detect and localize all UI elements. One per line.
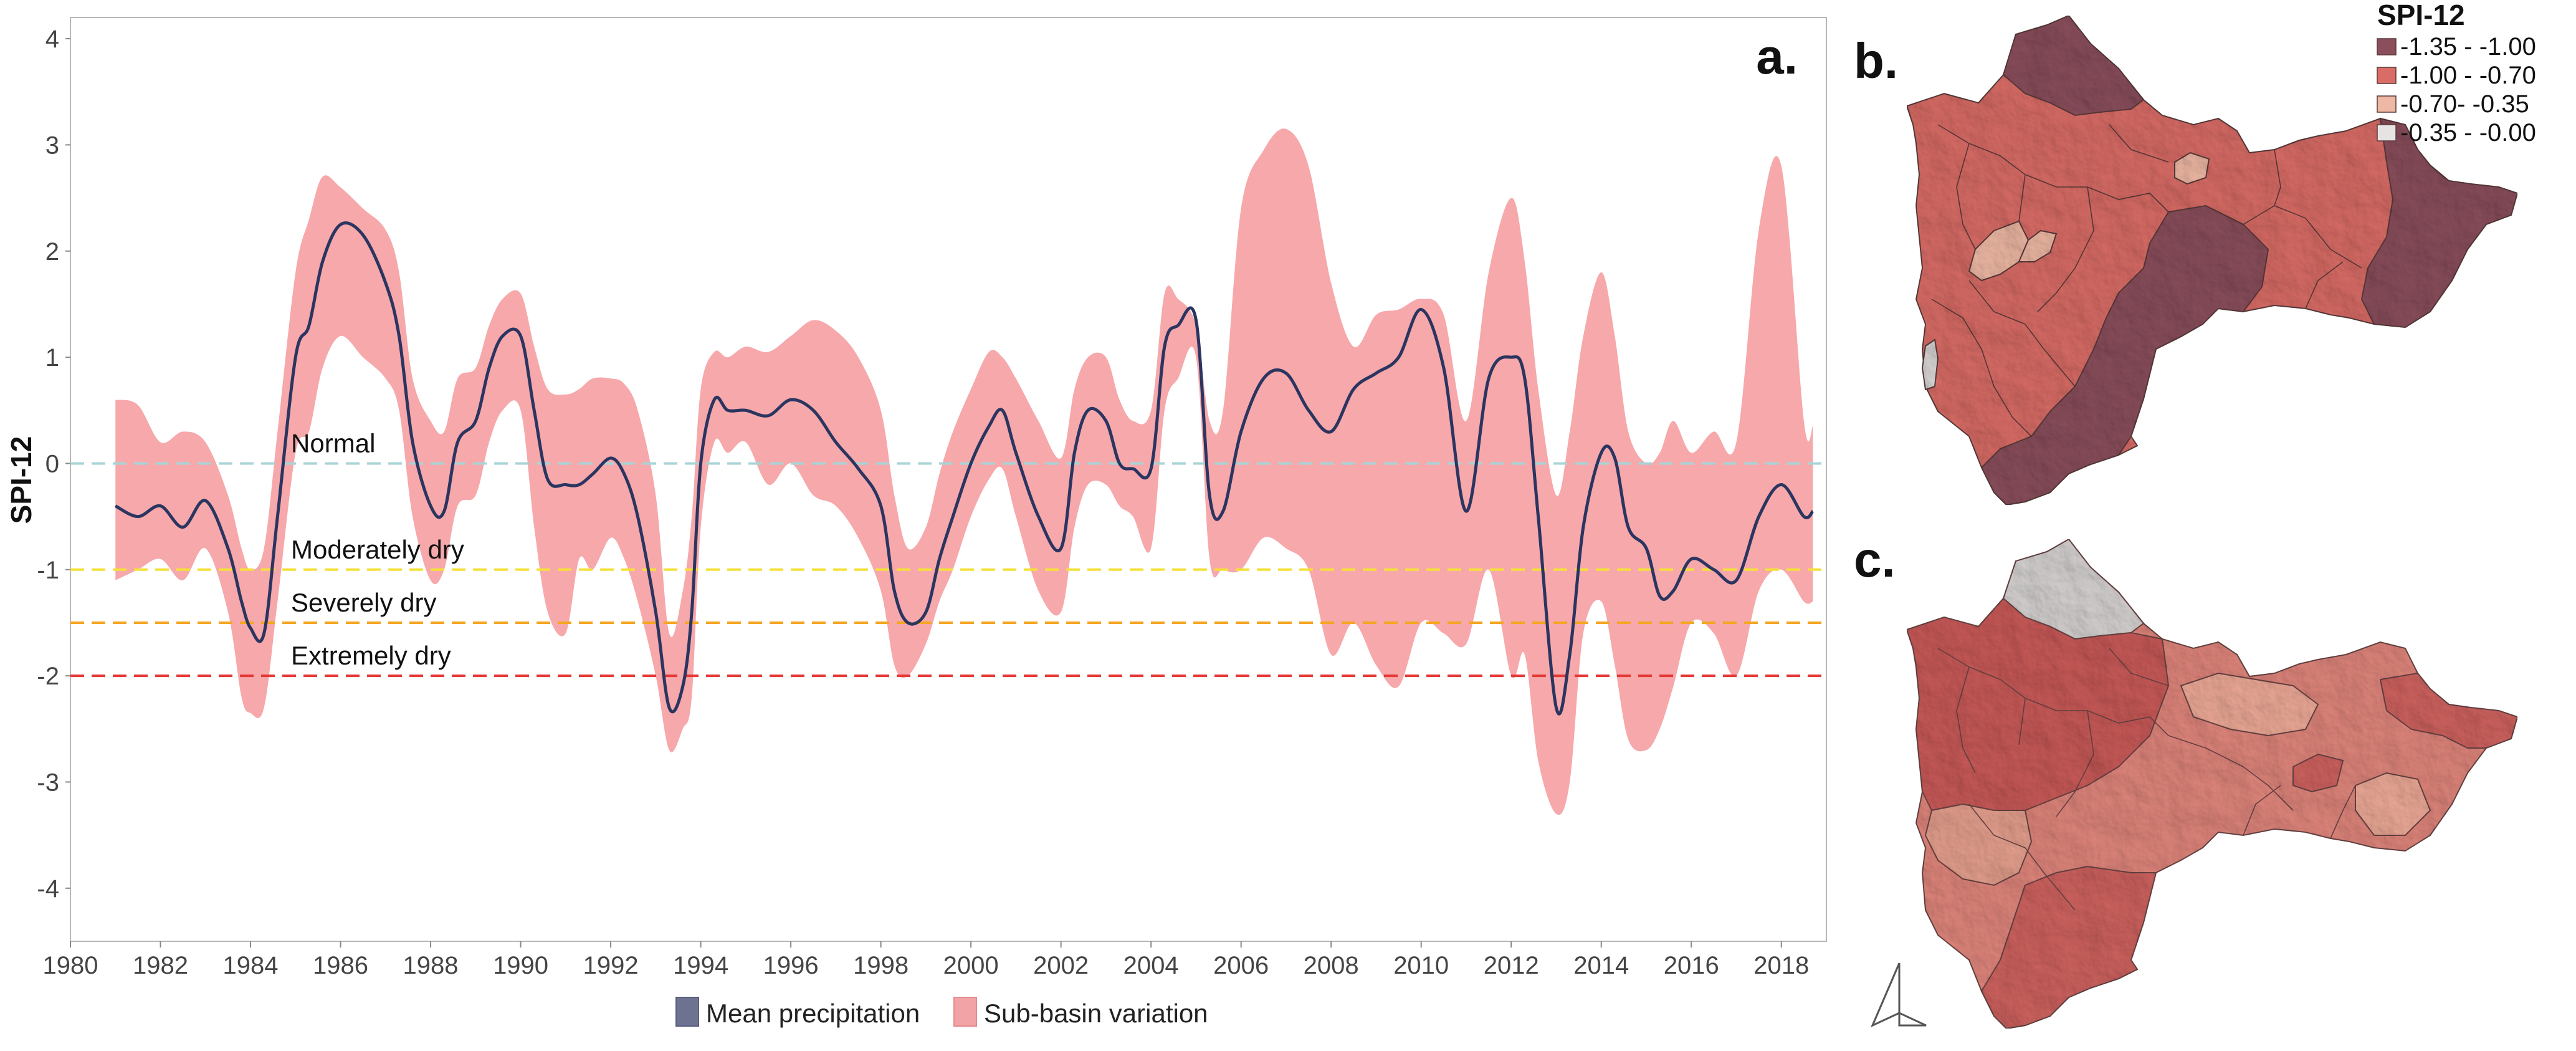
basin-c-east xyxy=(2379,672,2519,749)
threshold-label: Severely dry xyxy=(291,588,436,617)
map-panel-b: b. SPI-12 -1.35 - -1.00 -1.00 - -0. xyxy=(1854,0,2536,506)
x-tick-label: 1996 xyxy=(763,952,819,979)
threshold-label: Normal xyxy=(291,428,375,458)
y-tick-label: -2 xyxy=(37,663,59,690)
y-axis: 4 3 2 1 0 -1 -2 -3 -4 xyxy=(37,26,70,903)
map-legend-swatch-1 xyxy=(2377,38,2397,55)
x-tick-label: 1984 xyxy=(223,952,279,979)
x-tick-label: 2004 xyxy=(1123,952,1179,979)
basin-c-east-small xyxy=(2292,753,2344,793)
chart-legend: Mean precipitation Sub-basin variation xyxy=(675,997,1208,1028)
basin-b-light-2 xyxy=(2018,229,2058,262)
basin-b-light-3 xyxy=(2174,151,2210,185)
x-tick-label: 2010 xyxy=(1393,952,1449,979)
legend-label-sub-basin-variation: Sub-basin variation xyxy=(984,999,1208,1028)
x-tick-label: 1998 xyxy=(853,952,909,979)
y-tick-label: -1 xyxy=(37,557,59,584)
basin-c-south xyxy=(1980,865,2157,1030)
mean-precipitation-series xyxy=(115,221,1815,716)
panel-label-a: a. xyxy=(1756,29,1798,84)
y-axis-label: SPI-12 xyxy=(5,436,37,524)
y-tick-label: 3 xyxy=(45,132,59,159)
threshold-label: Moderately dry xyxy=(291,535,464,564)
x-tick-label: 2018 xyxy=(1753,952,1809,979)
map-legend-title: SPI-12 xyxy=(2377,0,2465,31)
x-tick-label: 2000 xyxy=(943,952,999,979)
x-tick-label: 2014 xyxy=(1573,952,1629,979)
y-tick-label: 1 xyxy=(45,344,59,372)
map-legend-swatch-4 xyxy=(2377,124,2397,142)
map-legend-label-2: -1.00 - -0.70 xyxy=(2400,62,2536,89)
basin-b-boundaries xyxy=(1931,124,2362,437)
map-legend-label-3: -0.70- -0.35 xyxy=(2400,90,2529,118)
x-tick-label: 1988 xyxy=(403,952,459,979)
panel-label-c: c. xyxy=(1854,532,1896,587)
threshold-label: Extremely dry xyxy=(291,641,451,670)
legend-swatch-mean-precipitation xyxy=(675,997,699,1027)
x-tick-label: 1980 xyxy=(43,952,98,979)
basin-c-light-1 xyxy=(2180,672,2319,737)
x-tick-label: 1986 xyxy=(313,952,368,979)
north-arrow-icon xyxy=(1871,962,1927,1028)
map-panel-c: c. xyxy=(1854,532,2519,1030)
x-axis: 1980 1982 1984 1986 1988 1990 1992 1994 1996 1998… xyxy=(43,941,1809,979)
map-legend: SPI-12 -1.35 - -1.00 -1.00 - -0.70 -0.70… xyxy=(2377,0,2536,146)
legend-swatch-sub-basin-variation xyxy=(953,997,977,1027)
basin-c-light-3 xyxy=(1924,803,2033,886)
basin-c-boundaries xyxy=(1937,648,2356,911)
y-tick-label: 0 xyxy=(45,450,59,478)
map-legend-label-1: -1.35 - -1.00 xyxy=(2400,33,2536,60)
x-tick-label: 1992 xyxy=(583,952,639,979)
sub-basin-variation-area xyxy=(115,128,1813,815)
map-legend-label-4: -0.35 - -0.00 xyxy=(2400,119,2536,146)
x-tick-label: 2016 xyxy=(1664,952,1719,979)
basin-b-east xyxy=(2360,117,2519,329)
y-tick-label: 2 xyxy=(45,238,59,266)
y-tick-label: 4 xyxy=(45,26,59,53)
panel-label-b: b. xyxy=(1854,33,1898,89)
y-tick-label: -4 xyxy=(37,875,59,903)
x-tick-label: 1994 xyxy=(673,952,728,979)
mean-precipitation-line xyxy=(115,221,1815,716)
basin-b-grey xyxy=(1921,338,1939,391)
sub-basin-variation-band xyxy=(115,128,1813,815)
x-tick-label: 2008 xyxy=(1304,952,1359,979)
legend-label-mean-precipitation: Mean precipitation xyxy=(706,999,920,1028)
basin-b-central xyxy=(1980,204,2269,506)
basin-c-west xyxy=(1906,597,2170,812)
map-legend-swatch-3 xyxy=(2377,95,2397,113)
x-tick-label: 1982 xyxy=(133,952,188,979)
x-tick-label: 2002 xyxy=(1033,952,1089,979)
x-tick-label: 2012 xyxy=(1484,952,1539,979)
map-legend-swatch-2 xyxy=(2377,67,2397,84)
basin-c-light-2 xyxy=(2355,772,2431,836)
x-tick-label: 1990 xyxy=(493,952,548,979)
threshold-labels: Normal Moderately dry Severely dry Extremel… xyxy=(291,428,464,670)
basin-b-north xyxy=(2002,14,2145,117)
y-tick-label: -3 xyxy=(37,769,59,796)
x-tick-label: 2006 xyxy=(1213,952,1269,979)
